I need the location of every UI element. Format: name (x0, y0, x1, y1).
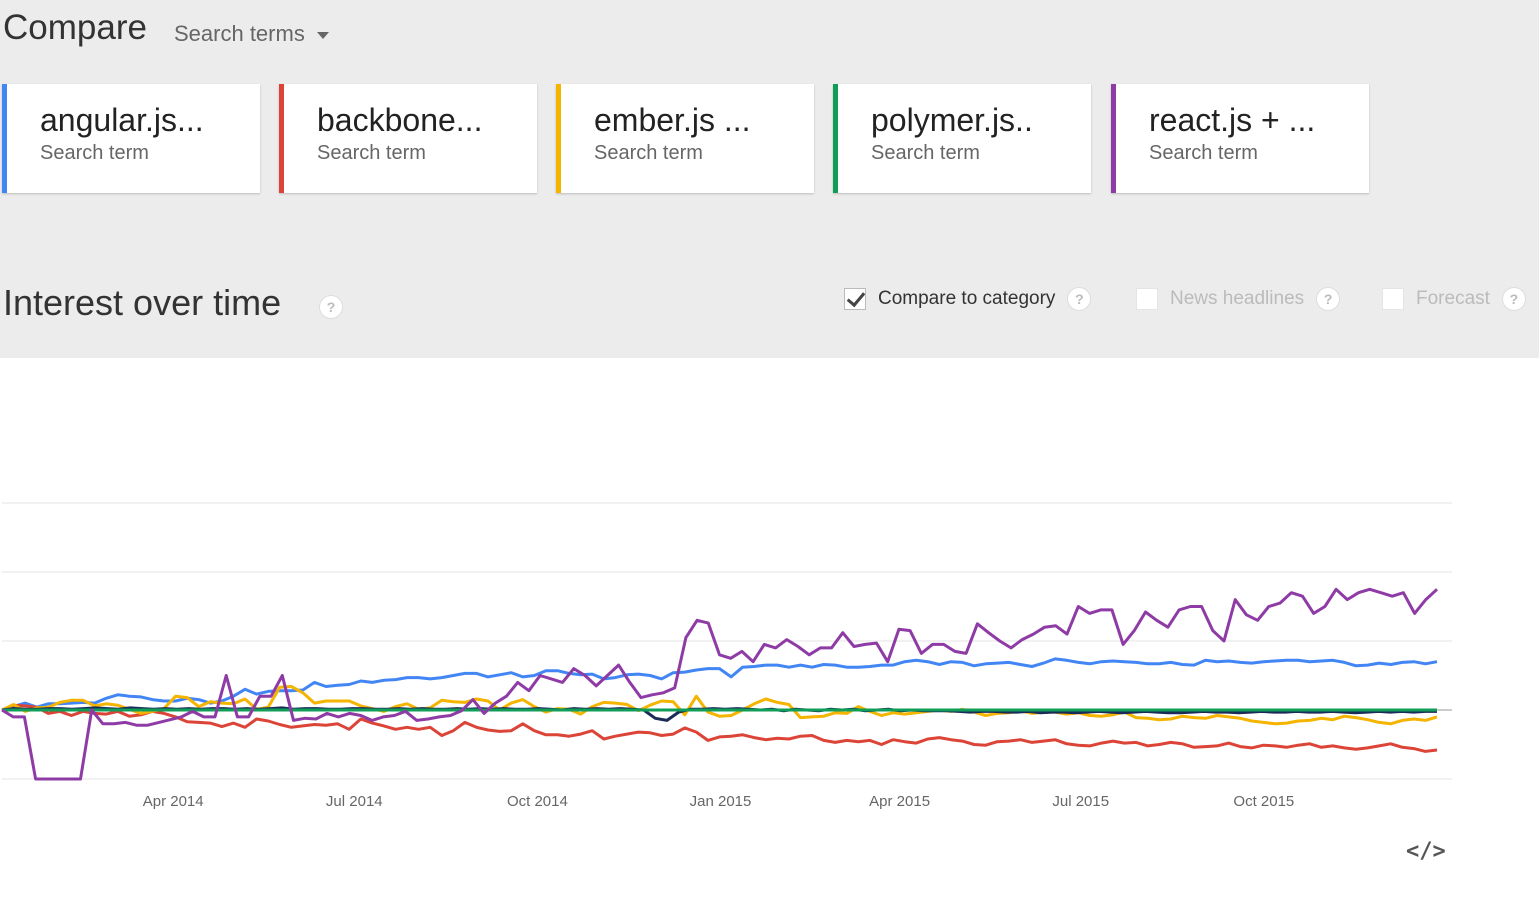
term-type-label: Search term (317, 142, 426, 164)
term-card-backbone[interactable]: backbone... Search term (279, 84, 537, 193)
page-title: Compare (3, 8, 147, 47)
header-region: Compare Search terms angular.js... Searc… (0, 0, 1539, 358)
series-line-2[interactable] (1, 685, 1438, 726)
x-tick-label: Oct 2015 (1233, 793, 1294, 810)
term-type-label: Search term (594, 142, 703, 164)
caret-down-icon (316, 31, 329, 39)
term-label: backbone... (317, 102, 483, 138)
option-news-headlines[interactable]: News headlines ? (1136, 287, 1341, 311)
x-tick-label: Jan 2015 (690, 793, 752, 810)
term-type-label: Search term (1149, 142, 1258, 164)
x-tick-label: Jul 2015 (1052, 793, 1109, 810)
checkbox-compare-to-category[interactable] (844, 288, 866, 310)
series-line-0[interactable] (1, 657, 1438, 712)
line-chart: Apr 2014 Jul 2014 Oct 2014 Jan 2015 Apr 2015… (1, 502, 1452, 810)
help-icon[interactable]: ? (1316, 287, 1341, 311)
term-label: angular.js... (40, 102, 204, 138)
option-label: News headlines (1170, 288, 1305, 309)
checkbox-forecast[interactable] (1382, 288, 1404, 310)
x-tick-label: Jul 2014 (326, 793, 383, 810)
x-tick-label: Apr 2015 (869, 793, 930, 810)
term-type-label: Search term (40, 142, 149, 164)
option-forecast[interactable]: Forecast ? (1382, 287, 1526, 311)
term-card-react[interactable]: react.js + ... Search term (1111, 84, 1369, 193)
search-terms-label: Search terms (174, 21, 305, 46)
option-compare-to-category[interactable]: Compare to category ? (844, 287, 1092, 311)
term-card-polymer[interactable]: polymer.js.. Search term (833, 84, 1091, 193)
option-label: Forecast (1416, 288, 1490, 309)
search-terms-dropdown[interactable]: Search terms (174, 21, 329, 47)
term-type-label: Search term (871, 142, 980, 164)
term-card-angular[interactable]: angular.js... Search term (2, 84, 260, 193)
section-title: Interest over time (3, 282, 282, 323)
option-label: Compare to category (878, 288, 1056, 309)
series-line-5[interactable] (1, 587, 1439, 781)
checkbox-news-headlines[interactable] (1136, 288, 1158, 310)
x-tick-label: Oct 2014 (507, 793, 568, 810)
interest-over-time-chart: Apr 2014 Jul 2014 Oct 2014 Jan 2015 Apr 2015… (0, 358, 1539, 900)
term-label: polymer.js.. (871, 102, 1033, 138)
x-tick-label: Apr 2014 (143, 793, 204, 810)
term-label: ember.js ... (594, 102, 751, 138)
help-icon[interactable]: ? (319, 295, 343, 319)
help-icon[interactable]: ? (1067, 287, 1092, 311)
embed-code-icon[interactable]: </> (1406, 839, 1446, 864)
term-label: react.js + ... (1149, 102, 1316, 138)
term-card-ember[interactable]: ember.js ... Search term (556, 84, 814, 193)
series-line-1[interactable] (1, 703, 1438, 753)
help-icon[interactable]: ? (1501, 287, 1526, 311)
